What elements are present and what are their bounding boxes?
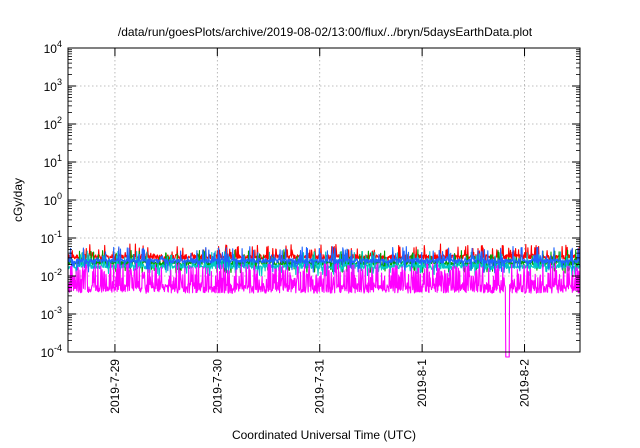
y-axis-label: cGy/day — [11, 178, 25, 222]
series-layer — [67, 243, 581, 358]
x-tick-label: 2019-7-29 — [108, 359, 122, 414]
y-tick-label: 100 — [44, 191, 62, 208]
y-tick-label: 10-3 — [41, 305, 62, 322]
gridlines — [68, 48, 580, 352]
x-tick-label: 2019-8-2 — [518, 359, 532, 407]
tick-marks — [68, 47, 580, 353]
y-tick-label: 102 — [44, 115, 62, 132]
chart-title: /data/run/goesPlots/archive/2019-08-02/1… — [118, 25, 533, 39]
y-tick-label: 10-2 — [41, 267, 62, 284]
y-tick-label: 104 — [44, 39, 62, 56]
x-tick-label: 2019-7-30 — [210, 359, 224, 414]
y-tick-label: 10-4 — [41, 343, 62, 360]
x-tick-label: 2019-8-1 — [415, 359, 429, 407]
y-tick-label: 10-1 — [41, 229, 62, 246]
series-line — [67, 262, 581, 358]
x-tick-label: 2019-7-31 — [313, 359, 327, 414]
series-line — [67, 246, 581, 274]
y-tick-label: 101 — [44, 153, 62, 170]
x-tick-labels: 2019-7-29 2019-7-30 2019-7-31 2019-8-1 2019-… — [108, 359, 532, 414]
x-axis-label: Coordinated Universal Time (UTC) — [232, 428, 416, 442]
y-tick-label: 103 — [44, 77, 62, 94]
y-tick-labels: 10-4 10-3 10-2 10-1 100 101 102 103 104 — [41, 39, 62, 360]
